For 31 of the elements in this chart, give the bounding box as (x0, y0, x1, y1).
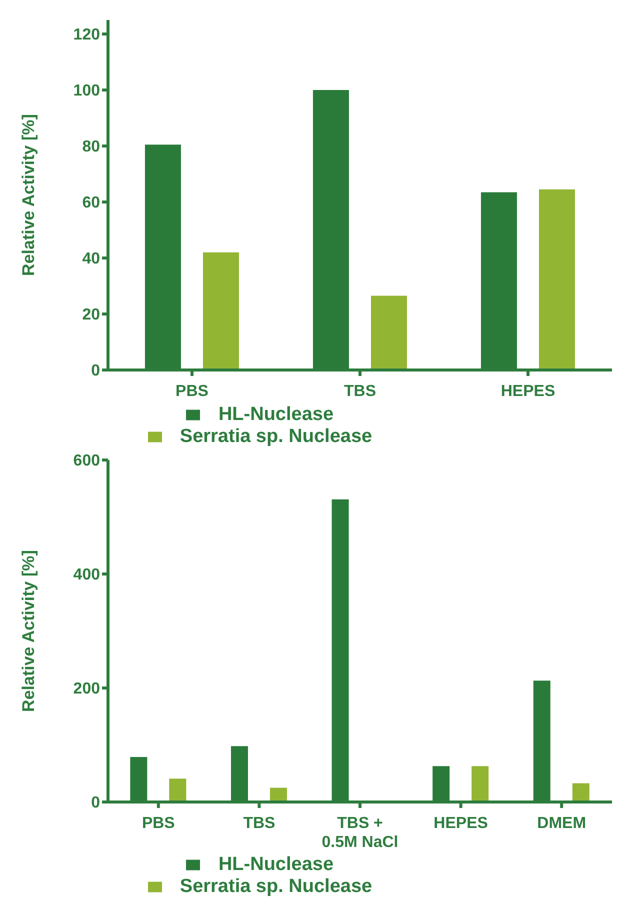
bar (370, 296, 407, 370)
x-tick-label: PBS (142, 815, 176, 832)
x-tick-label: PBS (176, 383, 209, 400)
x-tick-label: HEPES (434, 815, 488, 832)
y-tick-label: 200 (73, 680, 100, 698)
legend-label: Serratia sp. Nuclease (180, 876, 372, 897)
legend-label: Serratia sp. Nuclease (180, 426, 372, 447)
y-tick-label: 100 (73, 82, 100, 100)
y-axis-title: Relative Activity [%] (19, 550, 38, 712)
y-tick-label: 0 (91, 362, 100, 380)
bar (538, 189, 575, 370)
bar (572, 783, 590, 802)
bar (472, 766, 489, 802)
y-tick-label: 40 (82, 250, 100, 268)
y-tick-label: 80 (82, 138, 100, 156)
y-tick-label: 600 (73, 452, 100, 470)
legend-label: HL-Nuclease (218, 404, 334, 425)
y-axis-title: Relative Activity [%] (19, 114, 38, 276)
y-tick-label: 120 (73, 26, 100, 44)
x-tick-label: TBS (243, 815, 276, 832)
x-tick-label: TBS (344, 383, 376, 400)
legend-label: HL-Nuclease (218, 854, 334, 875)
x-tick-label: DMEM (537, 815, 586, 832)
bar (202, 252, 239, 370)
y-tick-label: 0 (91, 794, 100, 812)
x-tick-label: HEPES (500, 383, 556, 400)
y-tick-label: 400 (73, 566, 100, 584)
x-tick-label: TBS + 0.5M NaCl (322, 815, 398, 851)
y-tick-label: 60 (82, 194, 100, 212)
y-tick-label: 20 (82, 306, 100, 324)
bar (169, 778, 186, 802)
